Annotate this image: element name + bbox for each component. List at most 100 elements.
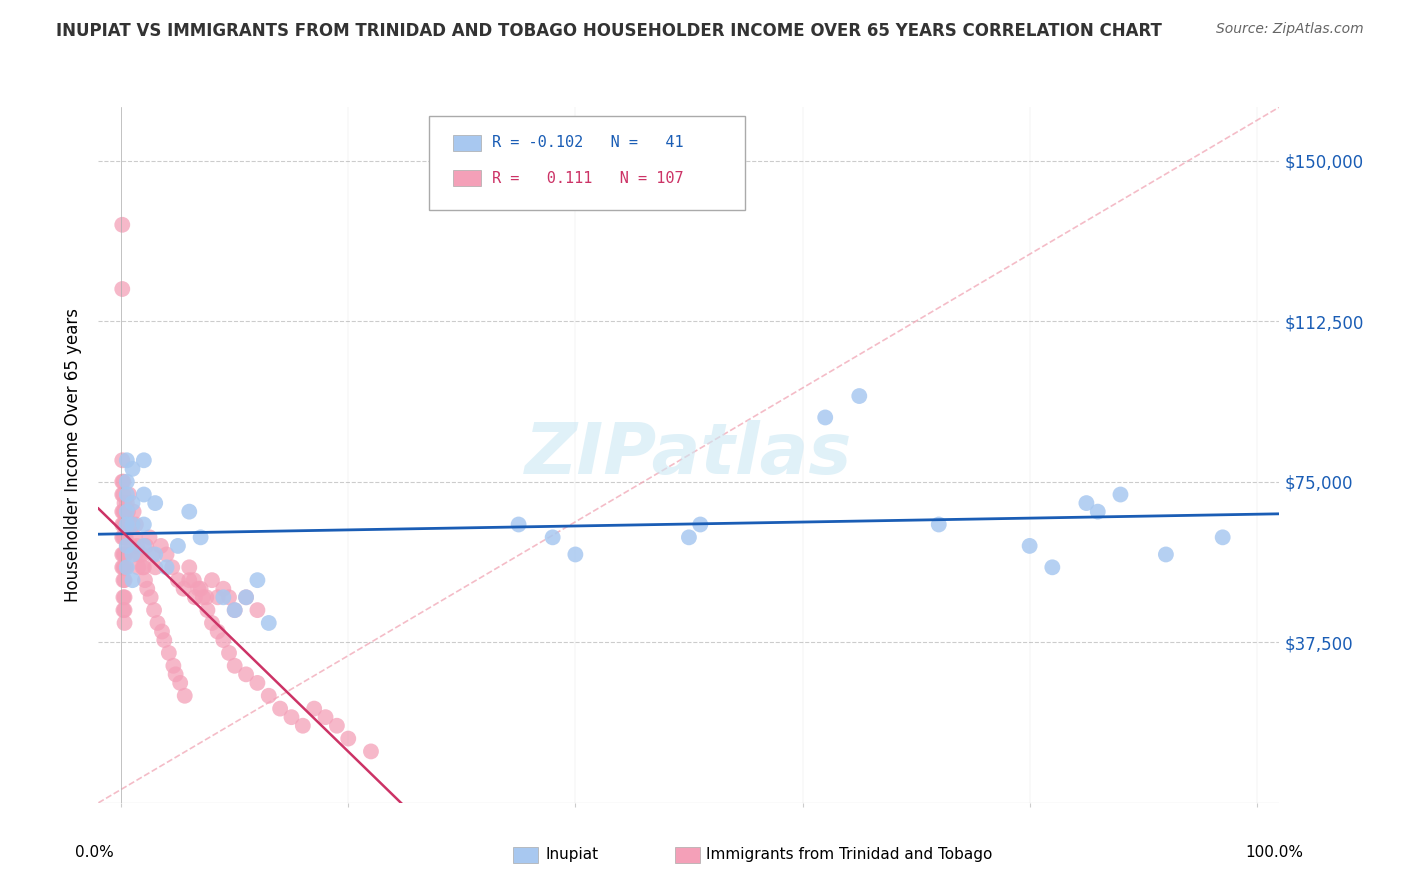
Point — [315, 710, 337, 724]
Point — [125, 548, 148, 562]
Point — [302, 701, 325, 715]
Point — [115, 487, 138, 501]
Point — [146, 615, 169, 630]
Point — [190, 582, 212, 596]
Point — [132, 487, 155, 501]
Point — [1018, 539, 1040, 553]
Point — [157, 646, 180, 660]
Point — [115, 539, 138, 553]
Point — [1040, 560, 1063, 574]
Point — [125, 539, 148, 553]
Point — [111, 517, 134, 532]
Point — [112, 505, 135, 519]
Point — [121, 573, 143, 587]
Point — [814, 410, 837, 425]
Point — [195, 591, 218, 605]
Point — [114, 530, 136, 544]
Point — [142, 548, 165, 562]
Point — [139, 591, 162, 605]
Text: Source: ZipAtlas.com: Source: ZipAtlas.com — [1216, 22, 1364, 37]
Point — [111, 530, 134, 544]
Point — [169, 676, 191, 690]
Point — [115, 475, 138, 489]
Point — [114, 517, 136, 532]
Point — [132, 453, 155, 467]
Point — [928, 517, 950, 532]
Point — [201, 573, 224, 587]
Point — [136, 582, 159, 596]
Point — [115, 496, 138, 510]
Point — [114, 548, 136, 562]
Point — [149, 539, 172, 553]
Text: ZIPatlas: ZIPatlas — [526, 420, 852, 490]
Point — [167, 539, 190, 553]
Point — [201, 615, 224, 630]
Point — [179, 505, 201, 519]
Point — [118, 487, 141, 501]
Text: R =   0.111   N = 107: R = 0.111 N = 107 — [492, 171, 683, 186]
Point — [179, 560, 201, 574]
Point — [224, 658, 246, 673]
Point — [138, 530, 160, 544]
Point — [183, 573, 205, 587]
Point — [143, 560, 166, 574]
Point — [128, 548, 150, 562]
Point — [114, 505, 136, 519]
Text: R = -0.102   N =   41: R = -0.102 N = 41 — [492, 136, 683, 150]
Point — [360, 744, 382, 758]
Point — [165, 667, 187, 681]
Point — [122, 505, 145, 519]
Point — [124, 530, 146, 544]
Point — [187, 582, 209, 596]
Point — [132, 517, 155, 532]
Point — [218, 591, 240, 605]
Point — [153, 633, 176, 648]
Point — [337, 731, 360, 746]
Point — [155, 560, 177, 574]
Point — [112, 548, 135, 562]
Point — [280, 710, 302, 724]
Point — [235, 667, 257, 681]
Point — [134, 573, 156, 587]
Point — [269, 701, 291, 715]
Point — [112, 573, 135, 587]
Point — [1154, 548, 1177, 562]
Point — [179, 573, 201, 587]
Point — [541, 530, 564, 544]
Point — [132, 539, 155, 553]
Point — [212, 591, 235, 605]
Point — [111, 487, 134, 501]
Point — [326, 719, 349, 733]
Point — [115, 517, 138, 532]
Point — [848, 389, 870, 403]
Point — [689, 517, 711, 532]
Point — [162, 658, 184, 673]
Point — [114, 560, 136, 574]
Point — [207, 624, 229, 639]
Point — [132, 560, 155, 574]
Point — [121, 548, 143, 562]
Point — [257, 689, 280, 703]
Point — [235, 591, 257, 605]
Point — [184, 591, 207, 605]
Point — [114, 560, 136, 574]
Point — [114, 530, 136, 544]
Point — [1109, 487, 1132, 501]
Point — [114, 496, 136, 510]
Text: Immigrants from Trinidad and Tobago: Immigrants from Trinidad and Tobago — [706, 847, 993, 862]
Point — [143, 603, 166, 617]
Point — [135, 539, 157, 553]
Point — [212, 633, 235, 648]
Point — [114, 591, 136, 605]
Point — [115, 560, 138, 574]
Point — [564, 548, 586, 562]
Point — [155, 548, 177, 562]
Point — [121, 496, 143, 510]
Point — [114, 615, 136, 630]
Point — [117, 505, 139, 519]
Point — [121, 462, 143, 476]
Point — [143, 496, 166, 510]
Point — [246, 676, 269, 690]
Point — [111, 560, 134, 574]
Point — [127, 560, 149, 574]
